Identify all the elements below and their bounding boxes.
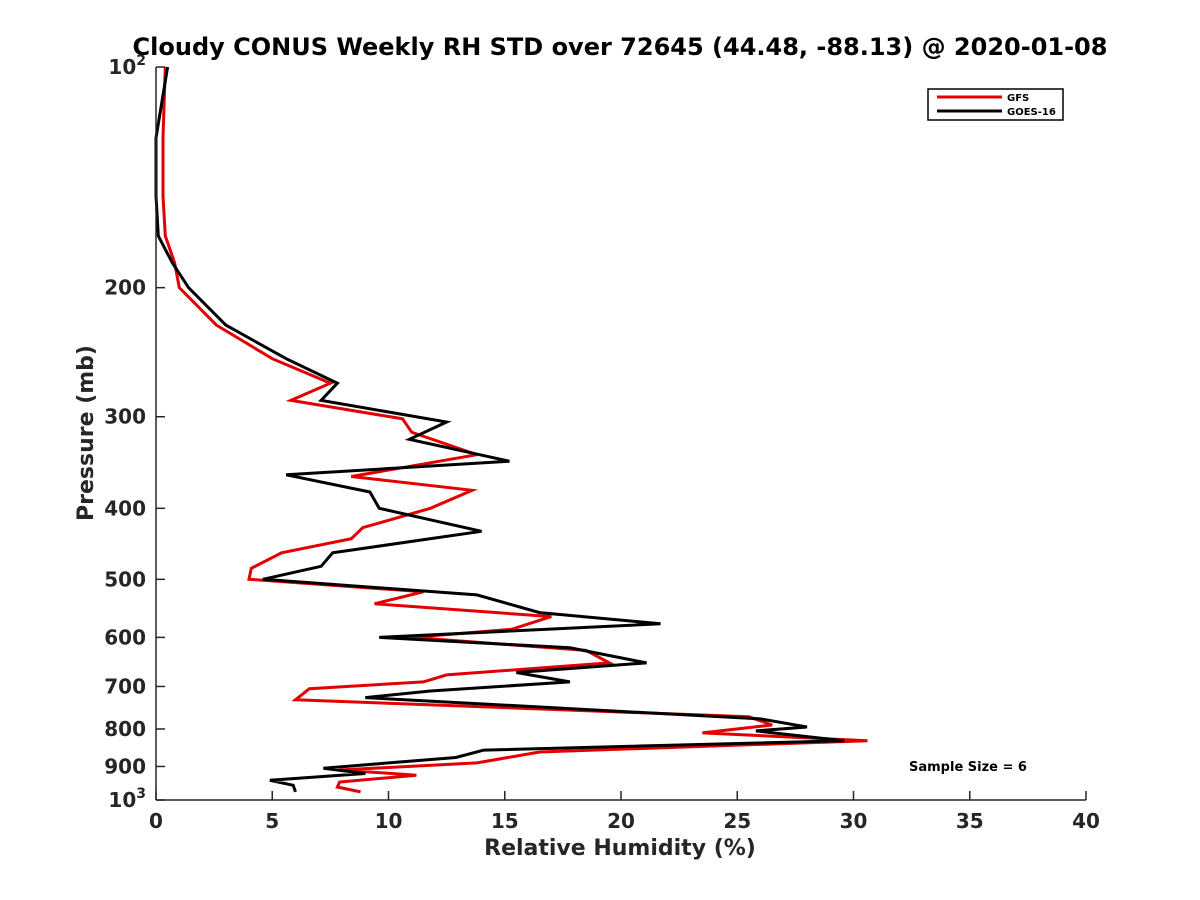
x-axis-label: Relative Humidity (%) — [484, 836, 756, 861]
x-tick-label: 20 — [607, 809, 635, 833]
ticks-layer: 0 5 10 15 20 25 30 35 40 102 200 300 400 500 600 700 800… — [104, 53, 1100, 833]
y-tick-label: 102 — [108, 53, 146, 79]
x-tick-label: 30 — [840, 809, 868, 833]
x-tick-label: 15 — [491, 809, 519, 833]
x-tick-label: 40 — [1072, 809, 1100, 833]
y-tick-label: 400 — [104, 496, 146, 520]
y-tick-label: 900 — [104, 754, 146, 778]
chart-title: Cloudy CONUS Weekly RH STD over 72645 (4… — [133, 33, 1108, 61]
y-axis-label: Pressure (mb) — [74, 345, 99, 521]
series-line-1 — [154, 66, 845, 793]
legend-label-1: GOES-16 — [1007, 107, 1056, 118]
y-tick-label: 700 — [104, 674, 146, 698]
y-tick-label: 300 — [104, 405, 146, 429]
y-tick-label: 600 — [104, 625, 146, 649]
x-tick-label: 25 — [723, 809, 751, 833]
series-layer — [154, 66, 868, 794]
axes-layer — [155, 67, 1086, 801]
y-tick-label: 103 — [108, 786, 146, 812]
legend: GFS GOES-16 — [927, 88, 1064, 121]
x-tick-label: 5 — [265, 809, 279, 833]
x-tick-label: 10 — [375, 809, 403, 833]
sample-size-annotation: Sample Size = 6 — [909, 760, 1027, 775]
legend-box — [927, 88, 1064, 121]
series-line-0 — [161, 66, 868, 794]
y-tick-label: 500 — [104, 567, 146, 591]
y-tick-label: 800 — [104, 717, 146, 741]
y-tick-label: 200 — [104, 276, 146, 300]
x-tick-label: 0 — [149, 809, 163, 833]
legend-label-0: GFS — [1007, 93, 1029, 104]
x-tick-label: 35 — [956, 809, 984, 833]
